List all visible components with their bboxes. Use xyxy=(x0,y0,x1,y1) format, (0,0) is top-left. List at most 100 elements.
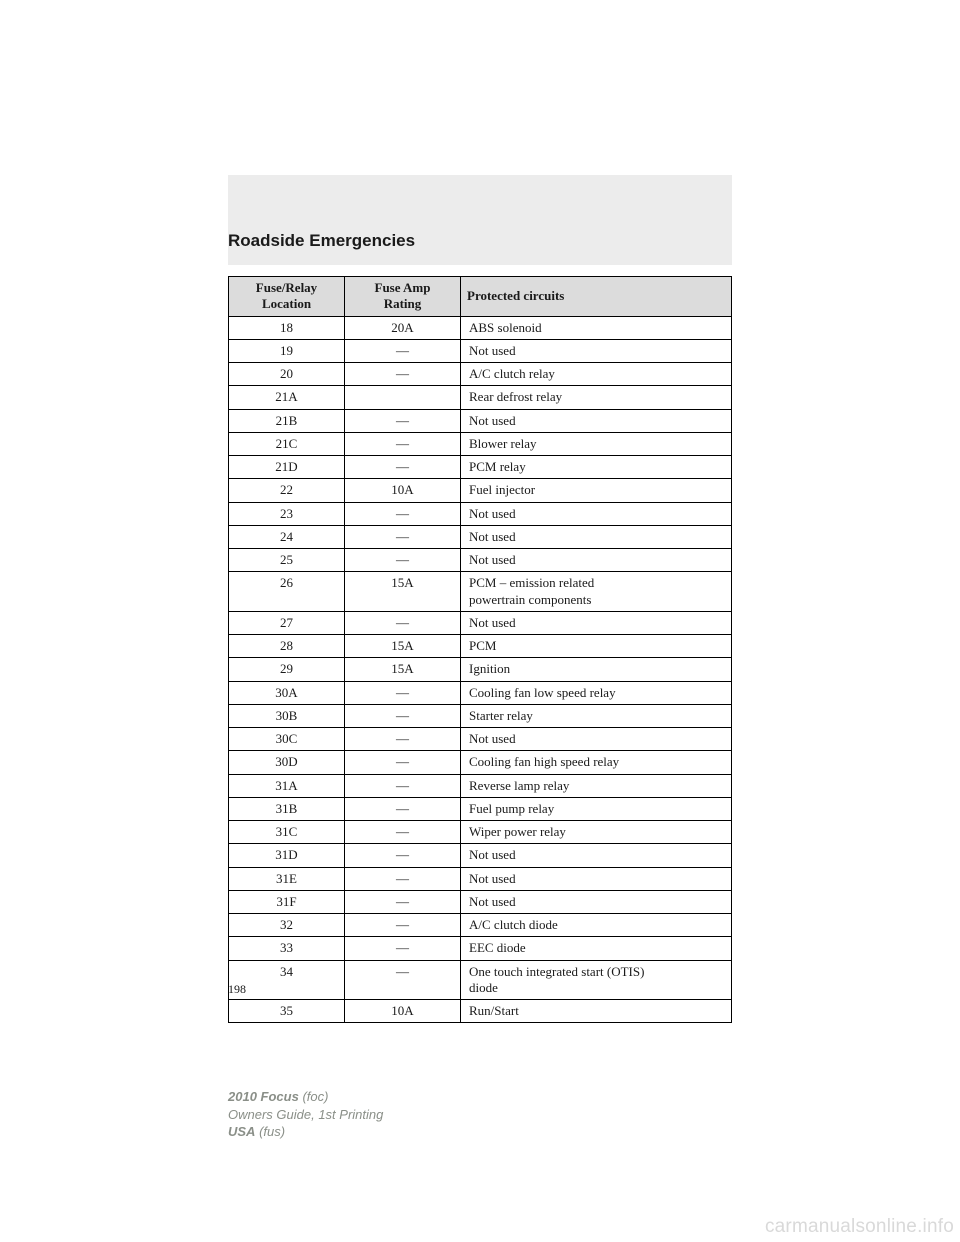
cell-amp: — xyxy=(345,432,461,455)
col-header-circuits: Protected circuits xyxy=(461,277,732,317)
table-row: 31B—Fuel pump relay xyxy=(229,797,732,820)
cell-amp: — xyxy=(345,611,461,634)
cell-location: 21C xyxy=(229,432,345,455)
cell-amp: — xyxy=(345,502,461,525)
table-row: 1820AABS solenoid xyxy=(229,316,732,339)
table-row: 32—A/C clutch diode xyxy=(229,914,732,937)
cell-amp: — xyxy=(345,890,461,913)
table-row: 2815APCM xyxy=(229,635,732,658)
cell-location: 31A xyxy=(229,774,345,797)
table-row: 33—EEC diode xyxy=(229,937,732,960)
cell-circuit: Not used xyxy=(461,728,732,751)
page-number: 198 xyxy=(228,982,246,997)
cell-location: 21D xyxy=(229,456,345,479)
cell-amp: — xyxy=(345,456,461,479)
cell-amp: — xyxy=(345,681,461,704)
table-row: 31A—Reverse lamp relay xyxy=(229,774,732,797)
cell-amp: — xyxy=(345,914,461,937)
cell-circuit: Blower relay xyxy=(461,432,732,455)
cell-circuit: A/C clutch relay xyxy=(461,363,732,386)
cell-location: 30A xyxy=(229,681,345,704)
table-row: 31C—Wiper power relay xyxy=(229,821,732,844)
cell-location: 30B xyxy=(229,704,345,727)
table-row: 25—Not used xyxy=(229,549,732,572)
cell-location: 19 xyxy=(229,339,345,362)
cell-location: 25 xyxy=(229,549,345,572)
cell-location: 22 xyxy=(229,479,345,502)
cell-circuit: EEC diode xyxy=(461,937,732,960)
footer-region-code: (fus) xyxy=(255,1124,285,1139)
cell-amp: — xyxy=(345,704,461,727)
table-row: 2615APCM – emission relatedpowertrain co… xyxy=(229,572,732,612)
cell-circuit: Not used xyxy=(461,339,732,362)
cell-amp: — xyxy=(345,751,461,774)
cell-amp: — xyxy=(345,549,461,572)
table-row: 21B—Not used xyxy=(229,409,732,432)
table-head: Fuse/RelayLocation Fuse AmpRating Protec… xyxy=(229,277,732,317)
cell-location: 32 xyxy=(229,914,345,937)
manual-page: Roadside Emergencies Fuse/RelayLocation … xyxy=(0,0,960,1242)
cell-amp: 20A xyxy=(345,316,461,339)
cell-circuit: Not used xyxy=(461,549,732,572)
footer-line-2: Owners Guide, 1st Printing xyxy=(228,1106,383,1124)
table-row: 30B—Starter relay xyxy=(229,704,732,727)
cell-location: 33 xyxy=(229,937,345,960)
table-row: 21C—Blower relay xyxy=(229,432,732,455)
cell-circuit: Not used xyxy=(461,867,732,890)
cell-circuit: Not used xyxy=(461,611,732,634)
cell-circuit: Not used xyxy=(461,409,732,432)
cell-amp: — xyxy=(345,844,461,867)
cell-location: 29 xyxy=(229,658,345,681)
cell-circuit: Not used xyxy=(461,844,732,867)
table-row: 31F—Not used xyxy=(229,890,732,913)
cell-amp: — xyxy=(345,339,461,362)
watermark-text: carmanualsonline.info xyxy=(765,1216,954,1238)
cell-location: 26 xyxy=(229,572,345,612)
header-band xyxy=(228,175,732,265)
cell-amp: 10A xyxy=(345,479,461,502)
table-row: 31D—Not used xyxy=(229,844,732,867)
cell-location: 27 xyxy=(229,611,345,634)
cell-location: 31D xyxy=(229,844,345,867)
footer-region: USA xyxy=(228,1124,255,1139)
cell-circuit: Cooling fan low speed relay xyxy=(461,681,732,704)
cell-circuit: Run/Start xyxy=(461,1000,732,1023)
section-title: Roadside Emergencies xyxy=(228,231,415,251)
cell-circuit: Cooling fan high speed relay xyxy=(461,751,732,774)
cell-location: 21B xyxy=(229,409,345,432)
table-row: 2915AIgnition xyxy=(229,658,732,681)
cell-location: 20 xyxy=(229,363,345,386)
table-row: 3510ARun/Start xyxy=(229,1000,732,1023)
cell-circuit: Not used xyxy=(461,525,732,548)
cell-circuit: Ignition xyxy=(461,658,732,681)
cell-location: 18 xyxy=(229,316,345,339)
table-row: 23—Not used xyxy=(229,502,732,525)
footer-line-1: 2010 Focus (foc) xyxy=(228,1088,383,1106)
table-row: 21ARear defrost relay xyxy=(229,386,732,409)
table-row: 24—Not used xyxy=(229,525,732,548)
cell-circuit: PCM xyxy=(461,635,732,658)
table-row: 2210AFuel injector xyxy=(229,479,732,502)
cell-circuit: PCM relay xyxy=(461,456,732,479)
table-row: 30C—Not used xyxy=(229,728,732,751)
cell-circuit: A/C clutch diode xyxy=(461,914,732,937)
cell-circuit: Not used xyxy=(461,502,732,525)
cell-amp: 15A xyxy=(345,635,461,658)
cell-circuit: Fuel pump relay xyxy=(461,797,732,820)
cell-location: 30C xyxy=(229,728,345,751)
col-header-amp: Fuse AmpRating xyxy=(345,277,461,317)
cell-location: 24 xyxy=(229,525,345,548)
cell-amp: — xyxy=(345,867,461,890)
cell-circuit: ABS solenoid xyxy=(461,316,732,339)
cell-location: 35 xyxy=(229,1000,345,1023)
cell-location: 31C xyxy=(229,821,345,844)
footer-model-code: (foc) xyxy=(299,1089,329,1104)
cell-circuit: Reverse lamp relay xyxy=(461,774,732,797)
footer-line-3: USA (fus) xyxy=(228,1123,383,1141)
cell-location: 31F xyxy=(229,890,345,913)
cell-amp: — xyxy=(345,728,461,751)
cell-amp: 10A xyxy=(345,1000,461,1023)
cell-location: 31E xyxy=(229,867,345,890)
cell-location: 31B xyxy=(229,797,345,820)
table-row: 30D—Cooling fan high speed relay xyxy=(229,751,732,774)
